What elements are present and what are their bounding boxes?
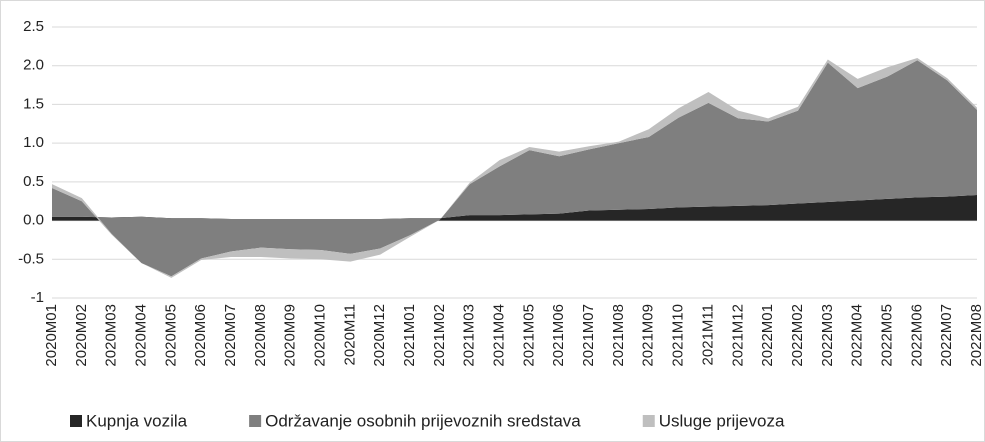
- x-tick-label: 2020M10: [312, 304, 329, 367]
- area: [52, 57, 977, 278]
- y-tick-label: 0.5: [23, 173, 44, 190]
- x-tick-label: 2021M07: [580, 304, 597, 367]
- y-tick-label: -0.5: [18, 250, 44, 267]
- x-tick-label: 2022M02: [789, 304, 806, 367]
- x-tick-label: 2021M08: [610, 304, 627, 367]
- x-tick-label: 2021M12: [729, 304, 746, 367]
- x-tick-label: 2022M05: [878, 304, 895, 367]
- x-tick-label: 2021M02: [431, 304, 448, 367]
- x-tick-label: 2020M03: [103, 304, 120, 367]
- x-tick-label: 2022M08: [968, 304, 985, 367]
- x-tick-label: 2021M03: [461, 304, 478, 367]
- x-tick-label: 2020M06: [192, 304, 209, 367]
- x-tick-label: 2020M04: [132, 304, 149, 367]
- y-tick-label: 1.0: [23, 134, 44, 151]
- x-tick-label: 2021M11: [699, 304, 716, 365]
- y-tick-label: 2.5: [23, 18, 44, 35]
- y-tick-label: -1: [31, 289, 44, 306]
- x-tick-label: 2021M09: [640, 304, 657, 367]
- legend-label: Kupnja vozila: [86, 411, 188, 430]
- x-tick-label: 2021M06: [550, 304, 567, 367]
- x-tick-label: 2020M09: [282, 304, 299, 367]
- legend-label: Usluge prijevoza: [659, 411, 785, 430]
- x-tick-label: 2020M05: [162, 304, 179, 367]
- x-tick-label: 2022M01: [759, 304, 776, 367]
- x-tick-label: 2022M06: [908, 304, 925, 367]
- legend-swatch: [642, 415, 655, 427]
- x-tick-label: 2022M04: [849, 304, 866, 367]
- y-tick-label: 2.0: [23, 57, 44, 74]
- x-tick-label: 2022M07: [938, 304, 955, 367]
- area: [52, 60, 977, 277]
- x-tick-label: 2020M02: [73, 304, 90, 367]
- x-tick-label: 2021M04: [491, 304, 508, 367]
- x-tick-label: 2021M10: [670, 304, 687, 367]
- legend-swatch: [249, 415, 262, 427]
- x-tick-label: 2020M07: [222, 304, 239, 367]
- y-tick-label: 1.5: [23, 95, 44, 112]
- x-tick-label: 2020M08: [252, 304, 269, 367]
- x-tick-label: 2020M01: [43, 304, 60, 367]
- x-tick-label: 2021M05: [520, 304, 537, 367]
- area: [52, 195, 977, 221]
- y-tick-label: 0.0: [23, 212, 44, 229]
- legend-label: Održavanje osobnih prijevoznih sredstava: [265, 411, 581, 430]
- legend-swatch: [70, 415, 82, 427]
- x-tick-label: 2020M11: [341, 304, 358, 365]
- x-tick-label: 2021M01: [401, 304, 418, 367]
- x-tick-label: 2020M12: [371, 304, 388, 367]
- x-tick-label: 2022M03: [819, 304, 836, 367]
